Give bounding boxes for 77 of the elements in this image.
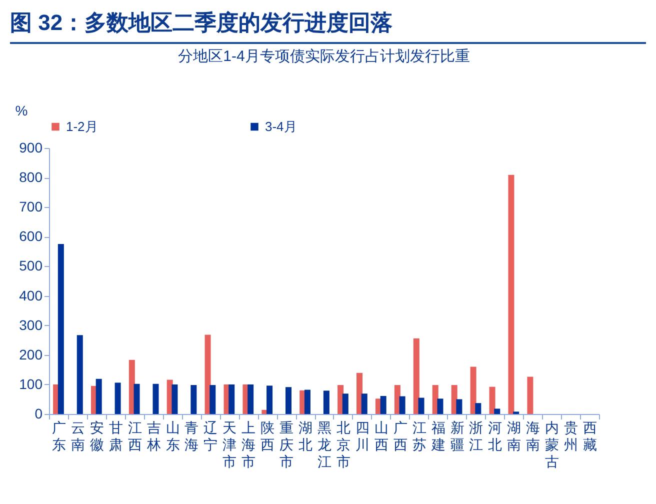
chart-subtitle: 分地区1-4月专项债实际发行占计划发行比重 [178, 48, 470, 65]
x-tick-label: 海南 [526, 420, 540, 452]
y-tick-label: 500 [19, 258, 43, 274]
bar [323, 390, 330, 414]
x-tick-label: 四川 [355, 420, 370, 452]
y-tick-label: 300 [19, 316, 43, 333]
y-tick-label: 700 [19, 198, 43, 215]
x-tick-label: 福建 [430, 420, 446, 452]
y-tick-label: 200 [19, 346, 43, 362]
legend-label: 1-2月 [66, 118, 98, 134]
bar [470, 366, 476, 414]
bar [380, 396, 386, 414]
x-tick-label: 广西 [393, 420, 408, 452]
bar [114, 382, 121, 414]
x-tick-label: 甘肃 [108, 420, 123, 452]
bar [494, 408, 500, 414]
x-tick-label: 湖北 [298, 420, 313, 452]
bar [248, 384, 254, 414]
x-tick-label: 青海 [184, 420, 199, 452]
x-tick-label: 广东 [52, 420, 66, 452]
x-tick-label: 云南 [70, 420, 85, 452]
chart-title: 图 32：多数地区二季度的发行进度回落 [10, 8, 646, 44]
y-axis-title: % [15, 102, 28, 118]
bar [489, 386, 496, 414]
x-tick-label: 河北 [488, 420, 502, 452]
bar [152, 384, 159, 414]
bar [134, 384, 140, 414]
bar [413, 338, 420, 414]
bar [204, 334, 211, 414]
x-tick-label: 贵州 [564, 420, 578, 452]
bar [475, 403, 482, 414]
x-tick-label: 天津市 [222, 420, 237, 470]
bar [172, 384, 178, 414]
x-tick-label: 黑龙江 [318, 420, 332, 470]
y-tick-label: 900 [19, 140, 43, 156]
bar [361, 394, 368, 414]
bar [456, 399, 462, 414]
bar [76, 335, 83, 414]
bar [527, 376, 534, 414]
x-tick-label: 安徽 [90, 420, 104, 452]
x-tick-label: 山东 [166, 420, 180, 452]
x-tick-label: 内蒙古 [545, 420, 560, 470]
bar [210, 385, 216, 414]
x-tick-label: 浙江 [469, 420, 484, 452]
bar [418, 398, 424, 414]
bar [399, 396, 406, 414]
bar [356, 372, 362, 414]
y-tick-label: 400 [19, 287, 43, 304]
legend-label: 3-4月 [265, 118, 297, 134]
x-tick-label: 辽宁 [204, 420, 218, 452]
bar [96, 378, 102, 414]
bar [342, 394, 348, 414]
x-tick-label: 上海市 [242, 420, 256, 470]
x-tick-label: 重庆市 [280, 420, 294, 470]
y-tick-label: 0 [34, 406, 43, 422]
bar [128, 360, 135, 414]
y-tick-label: 600 [19, 228, 43, 244]
x-tick-label: 陕西 [260, 420, 275, 452]
bar [266, 386, 273, 414]
x-tick-label: 湖南 [507, 420, 522, 452]
bar [228, 384, 235, 414]
x-tick-label: 西藏 [583, 420, 598, 452]
bar [394, 385, 400, 414]
y-tick-label: 800 [19, 169, 43, 186]
x-tick-label: 吉林 [146, 420, 161, 452]
x-tick-label: 新疆 [450, 420, 464, 452]
bar [304, 390, 310, 414]
y-tick-label: 100 [19, 376, 43, 392]
bar [286, 387, 292, 414]
bar [58, 244, 64, 414]
bar [508, 174, 514, 414]
bar [437, 398, 444, 414]
x-tick-label: 北京市 [336, 420, 350, 470]
x-tick-label: 山西 [374, 420, 388, 452]
bar [190, 385, 197, 414]
x-tick-label: 江西 [128, 420, 142, 452]
x-tick-label: 江苏 [412, 420, 426, 452]
